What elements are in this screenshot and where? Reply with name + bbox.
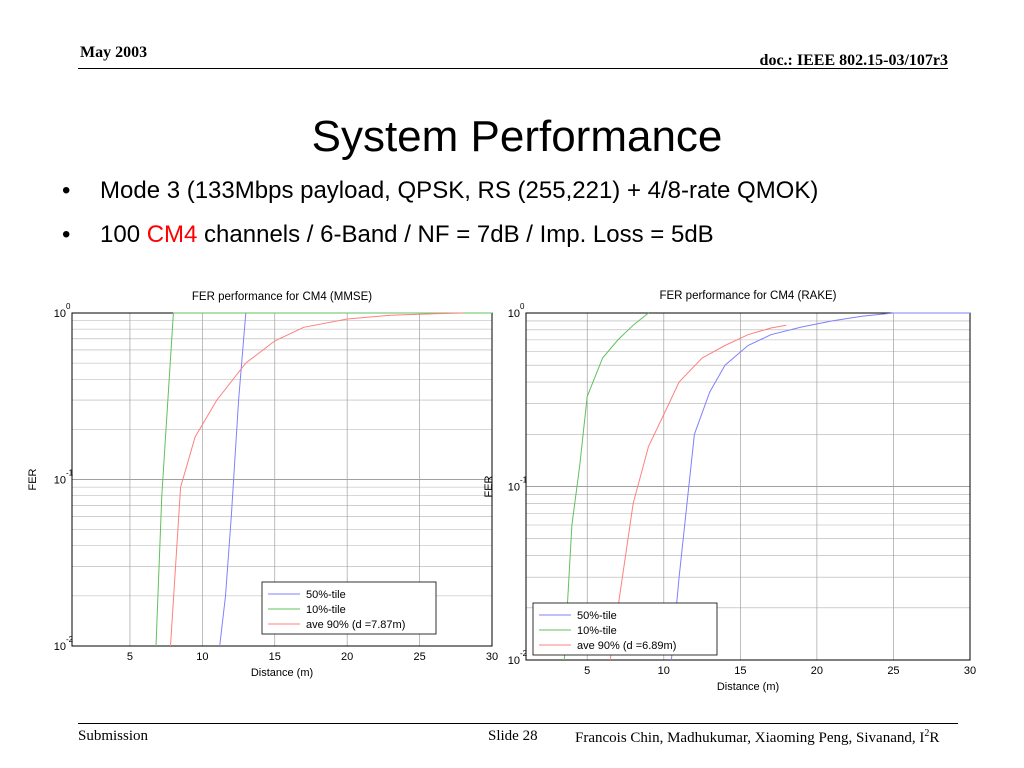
- footer-authors-text: Francois Chin, Madhukumar, Xiaoming Peng…: [575, 730, 925, 746]
- series-line-2: [563, 312, 649, 661]
- bullet-text-pre: 100: [100, 221, 147, 248]
- chart-title: FER performance for CM4 (RAKE): [659, 290, 836, 302]
- footer-authors-sup: 2: [924, 728, 930, 739]
- chart-mmse: FER performance for CM4 (MMSE) 10 0 10 -1 10-…: [22, 280, 502, 680]
- series-line-2: [155, 312, 492, 647]
- legend-label: 10%-tile: [306, 604, 346, 616]
- footer-submission: Submission: [78, 728, 149, 744]
- x-tick-label: 15: [269, 651, 281, 663]
- bullet-dot: •: [62, 177, 71, 204]
- plot-frame: [525, 312, 971, 661]
- chart-mmse-svg: FER performance for CM4 (MMSE)10010-110-…: [27, 291, 498, 679]
- x-tick-label: 30: [964, 665, 976, 677]
- y-tick-label: 10: [508, 482, 520, 494]
- y-tick-exponent: 0: [520, 302, 525, 311]
- footer-slide-number: Slide 28: [488, 728, 538, 744]
- footer-rule: [78, 723, 958, 724]
- x-axis-label: Distance (m): [717, 681, 779, 693]
- bullet-list: • Mode 3 (133Mbps payload, QPSK, RS (255…: [60, 174, 818, 262]
- series-line-3: [609, 324, 787, 661]
- chart-title: FER performance for CM4 (MMSE): [192, 291, 372, 303]
- header-doc-id: doc.: IEEE 802.15-03/107r3: [759, 52, 948, 69]
- series-line-3: [170, 312, 464, 647]
- bullet-text: Mode 3 (133Mbps payload, QPSK, RS (255,2…: [100, 177, 819, 204]
- legend-box: [532, 602, 718, 656]
- y-tick-exponent: -1: [66, 469, 74, 478]
- legend-label: 50%-tile: [577, 610, 617, 622]
- y-tick-exponent: -2: [66, 635, 74, 644]
- x-tick-label: 25: [887, 665, 899, 677]
- y-tick-label: 10: [54, 475, 66, 487]
- x-tick-label: 5: [584, 665, 590, 677]
- y-tick-label: 10: [508, 308, 520, 320]
- x-axis-label: Distance (m): [251, 667, 313, 679]
- bullet-text-post: channels / 6-Band / NF = 7dB / Imp. Loss…: [197, 221, 714, 248]
- legend-label: ave 90% (d =7.87m): [306, 619, 405, 631]
- y-tick-label: 10: [54, 308, 66, 320]
- legend-label: 10%-tile: [577, 625, 617, 637]
- y-tick-label: 10: [54, 641, 66, 653]
- x-tick-label: 25: [413, 651, 425, 663]
- y-axis-label: FER: [27, 468, 39, 490]
- x-tick-label: 5: [127, 651, 133, 663]
- footer-authors: Francois Chin, Madhukumar, Xiaoming Peng…: [575, 728, 939, 747]
- bullet-highlight: CM4: [146, 221, 198, 248]
- header-date: May 2003: [80, 44, 148, 61]
- series-line-1: [670, 312, 970, 661]
- slide-title: System Performance: [311, 112, 723, 161]
- legend-box: [261, 581, 437, 635]
- header-rule: [78, 68, 948, 69]
- y-axis-label: FER: [483, 475, 495, 497]
- footer-authors-end: R: [929, 730, 940, 746]
- x-tick-label: 20: [811, 665, 823, 677]
- y-tick-exponent: 0: [66, 302, 71, 311]
- x-tick-label: 10: [658, 665, 670, 677]
- y-tick-exponent: -1: [520, 476, 528, 485]
- bullet-dot: •: [62, 221, 71, 248]
- bullet-item: • Mode 3 (133Mbps payload, QPSK, RS (255…: [60, 174, 818, 218]
- legend-label: 50%-tile: [306, 589, 346, 601]
- x-tick-label: 20: [341, 651, 353, 663]
- legend-label: ave 90% (d =6.89m): [577, 640, 676, 652]
- chart-rake-svg: FER performance for CM4 (RAKE)10010-110-…: [483, 290, 976, 693]
- chart-rake: FER performance for CM4 (RAKE) 10 0 10 -1 10-…: [478, 280, 978, 700]
- y-tick-exponent: -2: [520, 649, 528, 658]
- x-tick-label: 30: [486, 651, 498, 663]
- x-tick-label: 15: [734, 665, 746, 677]
- x-tick-label: 10: [196, 651, 208, 663]
- bullet-item: • 100 CM4 channels / 6-Band / NF = 7dB /…: [60, 218, 818, 262]
- y-tick-label: 10: [508, 655, 520, 667]
